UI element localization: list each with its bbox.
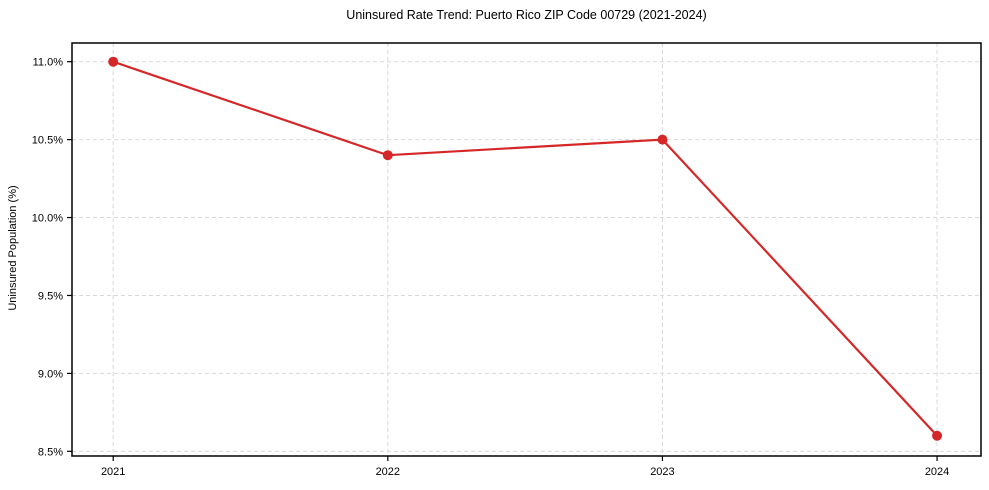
x-tick-label: 2023	[650, 466, 674, 478]
y-tick-label: 8.5%	[38, 446, 63, 458]
chart-title: Uninsured Rate Trend: Puerto Rico ZIP Co…	[346, 8, 707, 22]
data-point-marker	[932, 430, 943, 441]
y-tick-label: 10.5%	[32, 135, 63, 147]
y-tick-label: 11.0%	[33, 57, 64, 69]
x-tick-label: 2021	[101, 466, 125, 478]
y-tick-label: 9.5%	[38, 290, 63, 302]
trend-line	[112, 60, 939, 437]
data-point-marker	[108, 56, 119, 67]
axes-spines	[71, 42, 982, 457]
data-point-marker	[657, 134, 668, 145]
y-tick-label: 9.0%	[38, 368, 63, 380]
y-tick-label: 10.0%	[32, 213, 63, 225]
data-point-marker	[382, 150, 393, 161]
x-tick-label: 2022	[376, 466, 400, 478]
x-tick-label: 2024	[925, 466, 949, 478]
